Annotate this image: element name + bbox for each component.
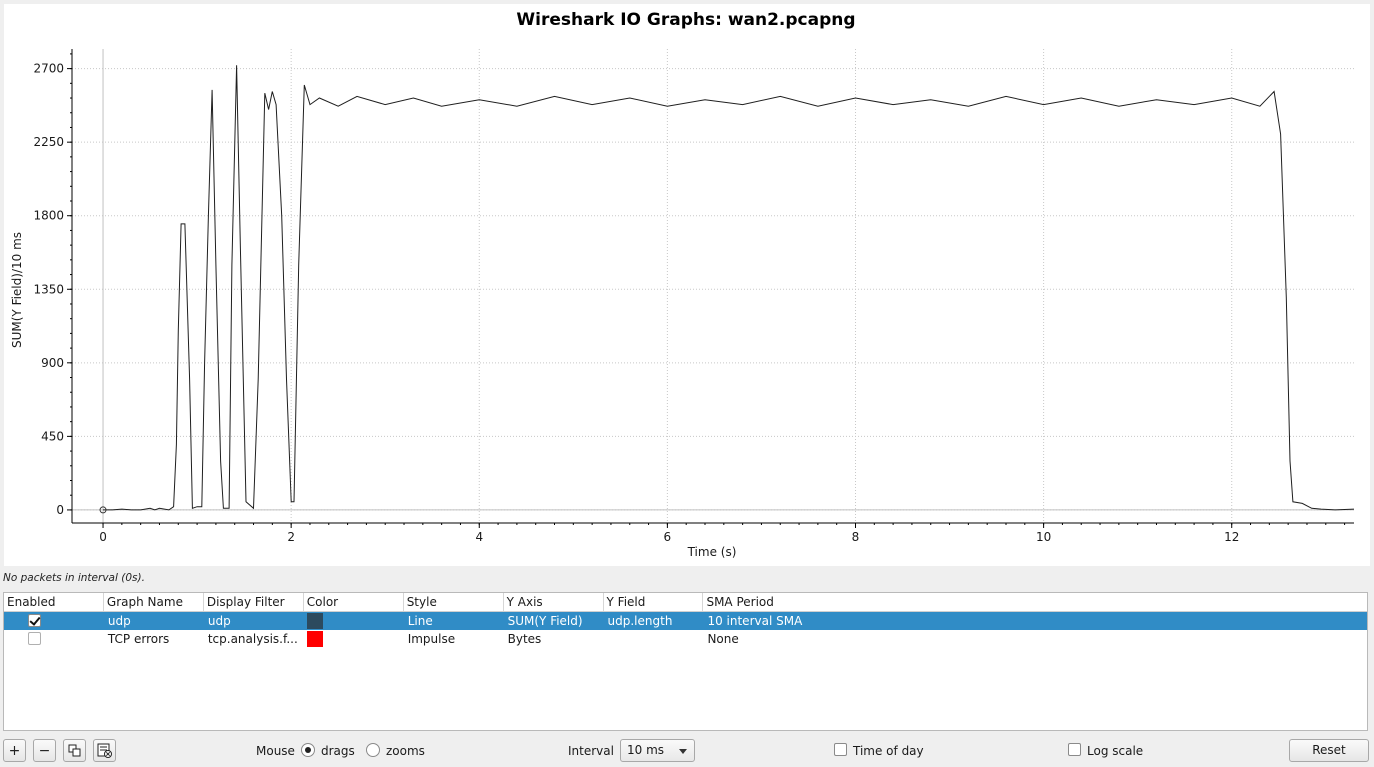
- drags-radio[interactable]: [301, 743, 315, 757]
- series-line-udp: [103, 65, 1355, 511]
- series-layer: [99, 65, 1355, 514]
- color-swatch[interactable]: [306, 631, 323, 647]
- y-tick-label: 2250: [33, 135, 64, 149]
- y-tick-label: 1800: [33, 209, 64, 223]
- interval-select[interactable]: 10 ms: [620, 739, 695, 762]
- chevron-down-icon: [679, 749, 687, 754]
- header-color[interactable]: Color: [304, 593, 404, 611]
- log-scale-checkbox[interactable]: [1068, 743, 1081, 756]
- zooms-label[interactable]: zooms: [386, 744, 425, 758]
- enabled-checkbox[interactable]: [28, 632, 41, 645]
- y-tick-label: 900: [41, 356, 64, 370]
- enabled-cell[interactable]: [4, 612, 104, 630]
- header-style[interactable]: Style: [404, 593, 504, 611]
- y-tick-label: 1350: [33, 282, 64, 296]
- y-axis-cell[interactable]: Bytes: [507, 632, 542, 646]
- reset-button[interactable]: Reset: [1289, 739, 1369, 762]
- color-cell[interactable]: [304, 630, 404, 648]
- bottom-toolbar: + − Mouse drags zooms Interval 10 ms Tim…: [0, 736, 1374, 767]
- time-of-day-label[interactable]: Time of day: [853, 744, 924, 758]
- graph-table[interactable]: Enabled Graph Name Display Filter Color …: [3, 592, 1368, 731]
- sma-period-cell[interactable]: 10 interval SMA: [707, 614, 803, 628]
- y-field-cell[interactable]: udp.length: [607, 614, 673, 628]
- style-cell[interactable]: Impulse: [407, 632, 456, 646]
- header-display-filter[interactable]: Display Filter: [204, 593, 304, 611]
- x-tick-label: 0: [99, 530, 107, 544]
- log-scale-label[interactable]: Log scale: [1087, 744, 1144, 758]
- x-tick-label: 6: [664, 530, 672, 544]
- x-tick-label: 10: [1036, 530, 1051, 544]
- y-axis-cell[interactable]: SUM(Y Field): [507, 614, 583, 628]
- copy-icon: [68, 744, 81, 757]
- display-filter-cell[interactable]: udp: [207, 614, 231, 628]
- plus-icon: +: [8, 742, 21, 759]
- axis-layer: 0 450 900 1350 1800 2250 2700 0 2 4 6 8 10 12: [33, 49, 1354, 544]
- table-row[interactable]: TCP errors tcp.analysis.f... Impulse Byt…: [4, 630, 1367, 648]
- color-swatch[interactable]: [306, 613, 323, 629]
- mouse-label: Mouse: [256, 744, 295, 758]
- style-cell[interactable]: Line: [407, 614, 433, 628]
- y-tick-label: 450: [41, 429, 64, 443]
- x-tick-label: 4: [475, 530, 483, 544]
- enabled-checkbox[interactable]: [28, 614, 41, 627]
- x-tick-label: 12: [1224, 530, 1239, 544]
- zooms-radio[interactable]: [366, 743, 380, 757]
- y-axis-label: SUM(Y Field)/10 ms: [10, 232, 24, 348]
- minus-icon: −: [38, 742, 51, 759]
- copy-graph-button[interactable]: [63, 739, 86, 762]
- clear-list-icon: [97, 743, 112, 758]
- enabled-cell[interactable]: [4, 630, 104, 648]
- chart-title: Wireshark IO Graphs: wan2.pcapng: [516, 10, 855, 30]
- header-enabled[interactable]: Enabled: [4, 593, 104, 611]
- graph-name-cell[interactable]: udp: [107, 614, 131, 628]
- graph-name-cell[interactable]: TCP errors: [107, 632, 170, 646]
- display-filter-cell[interactable]: tcp.analysis.f...: [207, 632, 298, 646]
- header-y-axis[interactable]: Y Axis: [504, 593, 604, 611]
- x-axis-label: Time (s): [687, 545, 737, 559]
- status-text: No packets in interval (0s).: [3, 572, 145, 584]
- drags-label[interactable]: drags: [321, 744, 355, 758]
- x-tick-label: 2: [287, 530, 295, 544]
- header-graph-name[interactable]: Graph Name: [104, 593, 204, 611]
- io-graph-plot[interactable]: Wireshark IO Graphs: wan2.pcapng 0 450 900…: [4, 4, 1370, 566]
- interval-label: Interval: [568, 744, 614, 758]
- header-sma-period[interactable]: SMA Period: [706, 595, 774, 609]
- y-tick-label: 2700: [33, 62, 64, 76]
- clear-graphs-button[interactable]: [93, 739, 116, 762]
- io-graph-chart[interactable]: Wireshark IO Graphs: wan2.pcapng 0 450 900…: [4, 4, 1370, 566]
- sma-period-cell[interactable]: None: [707, 632, 739, 646]
- add-graph-button[interactable]: +: [3, 739, 26, 762]
- remove-graph-button[interactable]: −: [33, 739, 56, 762]
- time-of-day-checkbox[interactable]: [834, 743, 847, 756]
- grid-layer: [72, 49, 1354, 523]
- origin-marker: [99, 506, 107, 514]
- y-field-cell[interactable]: [604, 630, 704, 648]
- header-y-field[interactable]: Y Field: [604, 593, 704, 611]
- table-row[interactable]: udp udp Line SUM(Y Field) udp.length 10 …: [4, 612, 1367, 630]
- interval-value: 10 ms: [627, 743, 665, 757]
- color-cell[interactable]: [304, 612, 404, 630]
- table-header: Enabled Graph Name Display Filter Color …: [4, 593, 1367, 612]
- y-tick-label: 0: [56, 503, 64, 517]
- x-tick-label: 8: [852, 530, 860, 544]
